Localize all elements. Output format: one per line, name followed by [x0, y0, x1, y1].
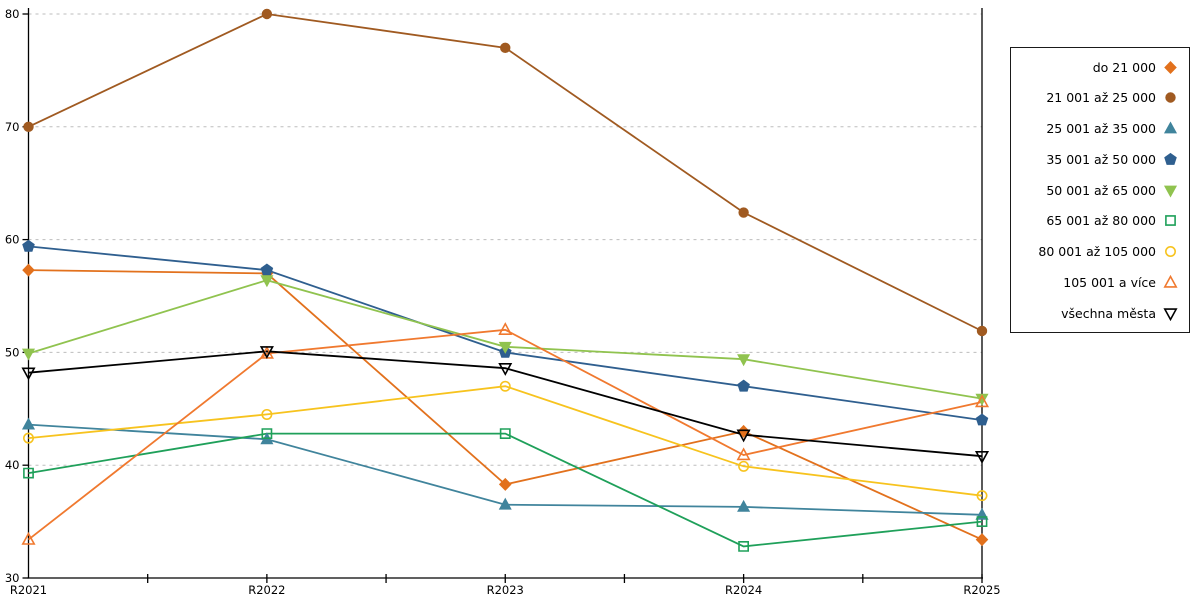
- legend-item: 50 001 až 65 000: [1022, 179, 1178, 201]
- triangle-up-marker: [21, 417, 36, 430]
- series-line: [28, 13, 983, 332]
- legend-marker-triangle-up: [1163, 274, 1178, 288]
- square-marker: [261, 428, 273, 440]
- circle-marker: [976, 325, 988, 337]
- pentagon-marker: [737, 379, 750, 392]
- legend-item: 65 001 až 80 000: [1022, 210, 1178, 232]
- triangle-down-marker: [1163, 307, 1178, 321]
- legend-item: do 21 000: [1022, 56, 1178, 78]
- legend-item-label: 105 001 a více: [1063, 274, 1156, 290]
- circle-marker: [23, 121, 34, 133]
- legend-marker-triangle-up: [1163, 121, 1178, 134]
- legend-item-label: 35 001 až 50 000: [1046, 151, 1156, 167]
- legend: do 21 000 21 001 až 25 000 25 001 až 35 00…: [1010, 47, 1190, 333]
- triangle-down-marker: [259, 346, 274, 359]
- x-category-label: R2021: [10, 583, 47, 597]
- legend-item: 25 001 až 35 000: [1022, 118, 1178, 140]
- triangle-up-marker: [736, 447, 751, 461]
- y-tick-label: 40: [5, 458, 20, 472]
- series-line: [28, 432, 983, 548]
- x-category-label: R2025: [963, 583, 1000, 597]
- legend-marker-triangle-down: [1163, 307, 1178, 321]
- legend-item-label: 25 001 až 35 000: [1046, 121, 1156, 136]
- triangle-up-marker: [498, 322, 513, 336]
- triangle-down-marker: [498, 362, 513, 376]
- y-tick-label: 50: [5, 345, 20, 359]
- series-line: [28, 350, 983, 458]
- triangle-down-marker: [260, 275, 274, 288]
- circle-marker: [738, 460, 750, 472]
- legend-marker-triangle-down: [1163, 185, 1178, 198]
- diamond-marker: [1164, 60, 1177, 74]
- legend-marker-diamond: [1164, 60, 1177, 74]
- legend-marker-square: [1165, 215, 1176, 227]
- legend-item: všechna města: [1022, 302, 1178, 324]
- legend-item: 80 001 až 105 000: [1022, 241, 1178, 263]
- triangle-up-marker: [21, 531, 36, 545]
- y-tick-label: 80: [5, 7, 20, 21]
- y-tick-label: 60: [5, 233, 20, 247]
- triangle-up-marker: [737, 499, 751, 512]
- triangle-down-marker: [736, 429, 751, 443]
- triangle-up-marker: [1163, 121, 1178, 134]
- circle-marker: [261, 8, 273, 20]
- diamond-marker: [498, 477, 512, 491]
- triangle-down-marker: [974, 450, 990, 464]
- circle-marker: [22, 432, 34, 444]
- square-marker: [1165, 215, 1176, 227]
- x-category-label: R2024: [725, 583, 762, 597]
- y-tick-label: 30: [5, 571, 20, 585]
- legend-item-label: 50 001 až 65 000: [1046, 182, 1156, 198]
- legend-item-label: 80 001 až 105 000: [1038, 244, 1156, 259]
- triangle-down-marker: [1163, 185, 1178, 198]
- circle-marker: [976, 490, 988, 502]
- triangle-down-marker: [21, 367, 36, 381]
- diamond-marker: [975, 533, 989, 547]
- triangle-up-marker: [1163, 274, 1178, 288]
- circle-marker: [500, 42, 511, 54]
- circle-marker: [261, 408, 273, 420]
- x-category-label: R2023: [487, 583, 524, 597]
- triangle-down-marker: [975, 393, 989, 406]
- circle-marker: [1165, 92, 1176, 103]
- circle-marker: [1165, 246, 1176, 257]
- circle-marker: [738, 207, 749, 218]
- x-category-label: R2022: [248, 583, 285, 597]
- diamond-marker: [737, 424, 750, 438]
- triangle-down-marker: [21, 348, 36, 361]
- series-line: [28, 385, 983, 497]
- square-marker: [738, 540, 750, 552]
- pentagon-marker: [975, 413, 989, 426]
- legend-item-label: do 21 000: [1092, 59, 1156, 75]
- y-tick-label: 70: [5, 120, 20, 134]
- pentagon-marker: [22, 239, 35, 252]
- square-marker: [499, 428, 511, 440]
- legend-marker-pentagon: [1164, 152, 1177, 165]
- legend-item-label: všechna města: [1061, 305, 1156, 321]
- legend-marker-circle: [1165, 92, 1176, 103]
- legend-item: 21 001 až 25 000: [1022, 87, 1178, 109]
- pentagon-marker: [260, 263, 274, 276]
- legend-marker-circle: [1165, 246, 1176, 257]
- triangle-up-marker: [974, 394, 990, 408]
- square-marker: [976, 516, 988, 528]
- series-line: [27, 328, 983, 541]
- square-marker: [23, 467, 34, 479]
- legend-item-label: 21 001 až 25 000: [1046, 90, 1156, 106]
- triangle-down-marker: [737, 354, 751, 367]
- pentagon-marker: [1164, 152, 1177, 165]
- triangle-up-marker: [498, 497, 512, 510]
- triangle-down-marker: [498, 341, 512, 354]
- legend-item: 105 001 a více: [1022, 271, 1178, 293]
- legend-item: 35 001 až 50 000: [1022, 148, 1178, 170]
- diamond-marker: [22, 263, 35, 277]
- legend-item-label: 65 001 až 80 000: [1046, 213, 1156, 229]
- circle-marker: [499, 380, 511, 392]
